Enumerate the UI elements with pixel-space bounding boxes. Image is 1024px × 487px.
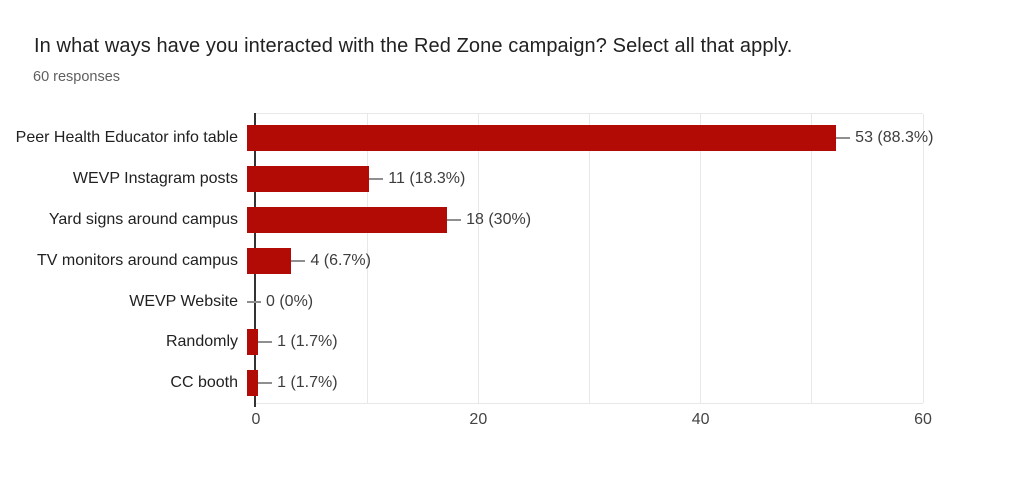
bar [247,125,837,152]
bar-track: 53 (88.3%) [247,125,933,152]
value-connector [258,341,273,344]
gridline [811,114,813,403]
category-label: TV monitors around campus [37,251,238,269]
value-label: 11 (18.3%) [388,170,466,188]
gridline [589,114,590,403]
bar [247,329,259,356]
value-label: 1 (1.7%) [277,333,338,351]
x-tick-label: 20 [469,411,488,428]
value-label: 1 (1.7%) [277,374,338,392]
value-label: 4 (6.7%) [310,251,371,269]
x-tick-label: 60 [914,411,932,428]
bar-track: 11 (18.3%) [247,166,914,193]
bar-track: 18 (30%) [247,206,914,233]
x-tick-label: 40 [691,411,710,428]
value-connector [291,259,306,262]
category-label: WEVP Website [129,292,238,310]
value-connector [447,218,462,221]
bar-track: 0 (0%) [247,289,914,315]
gridlines-layer [256,113,924,404]
bar [247,247,292,274]
chart-row: WEVP Instagram posts 11 (18.3%) [0,159,1024,200]
category-label: CC booth [170,374,238,392]
bar-track: 4 (6.7%) [247,247,914,274]
response-count: 60 responses [33,69,121,85]
gridline [700,114,702,403]
chart-rows: Peer Health Educator info table 53 (88.3%… [0,113,1024,404]
chart-row: WEVP Website 0 (0%) [0,281,1024,322]
value-label: 0 (0%) [266,292,314,310]
value-connector [258,382,273,385]
chart-row: CC booth 1 (1.7%) [0,363,1024,404]
category-label: Yard signs around campus [48,210,238,228]
bar [247,370,259,397]
bar [247,166,370,193]
bar-track: 1 (1.7%) [247,329,914,356]
value-label: 18 (30%) [466,210,532,228]
gridline [477,114,479,403]
chart-row: TV monitors around campus 4 (6.7%) [0,240,1024,281]
bar-track: 1 (1.7%) [247,370,914,397]
category-label: WEVP Instagram posts [72,170,238,188]
question-title: In what ways have you interacted with th… [34,35,793,57]
value-connector [247,300,261,303]
category-label: Randomly [165,333,238,351]
value-connector [369,178,384,181]
chart-row: Yard signs around campus 18 (30%) [0,200,1024,241]
gridline [922,114,924,403]
gridline [366,114,368,403]
chart-row: Peer Health Educator info table 53 (88.3%… [0,118,1024,159]
category-label: Peer Health Educator info table [15,129,238,147]
value-label: 53 (88.3%) [855,129,934,147]
x-axis-tick-labels: 0 20 40 60 [0,411,1024,433]
value-connector [836,137,851,140]
chart-row: Randomly 1 (1.7%) [0,322,1024,363]
bar-chart: Peer Health Educator info table 53 (88.3%… [0,113,1024,407]
x-tick-label: 0 [251,411,261,428]
bar [247,206,448,233]
